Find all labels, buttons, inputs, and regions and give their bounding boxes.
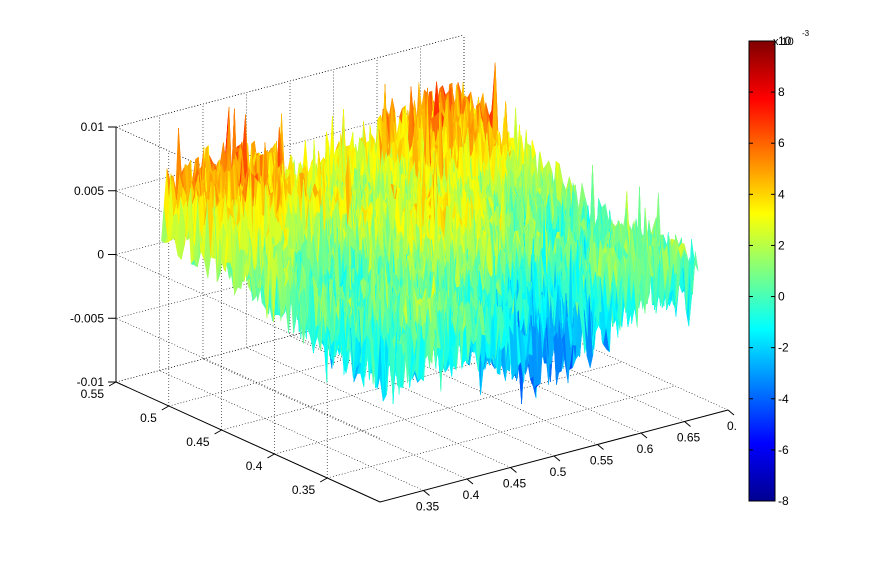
surface-plot [161,62,699,405]
